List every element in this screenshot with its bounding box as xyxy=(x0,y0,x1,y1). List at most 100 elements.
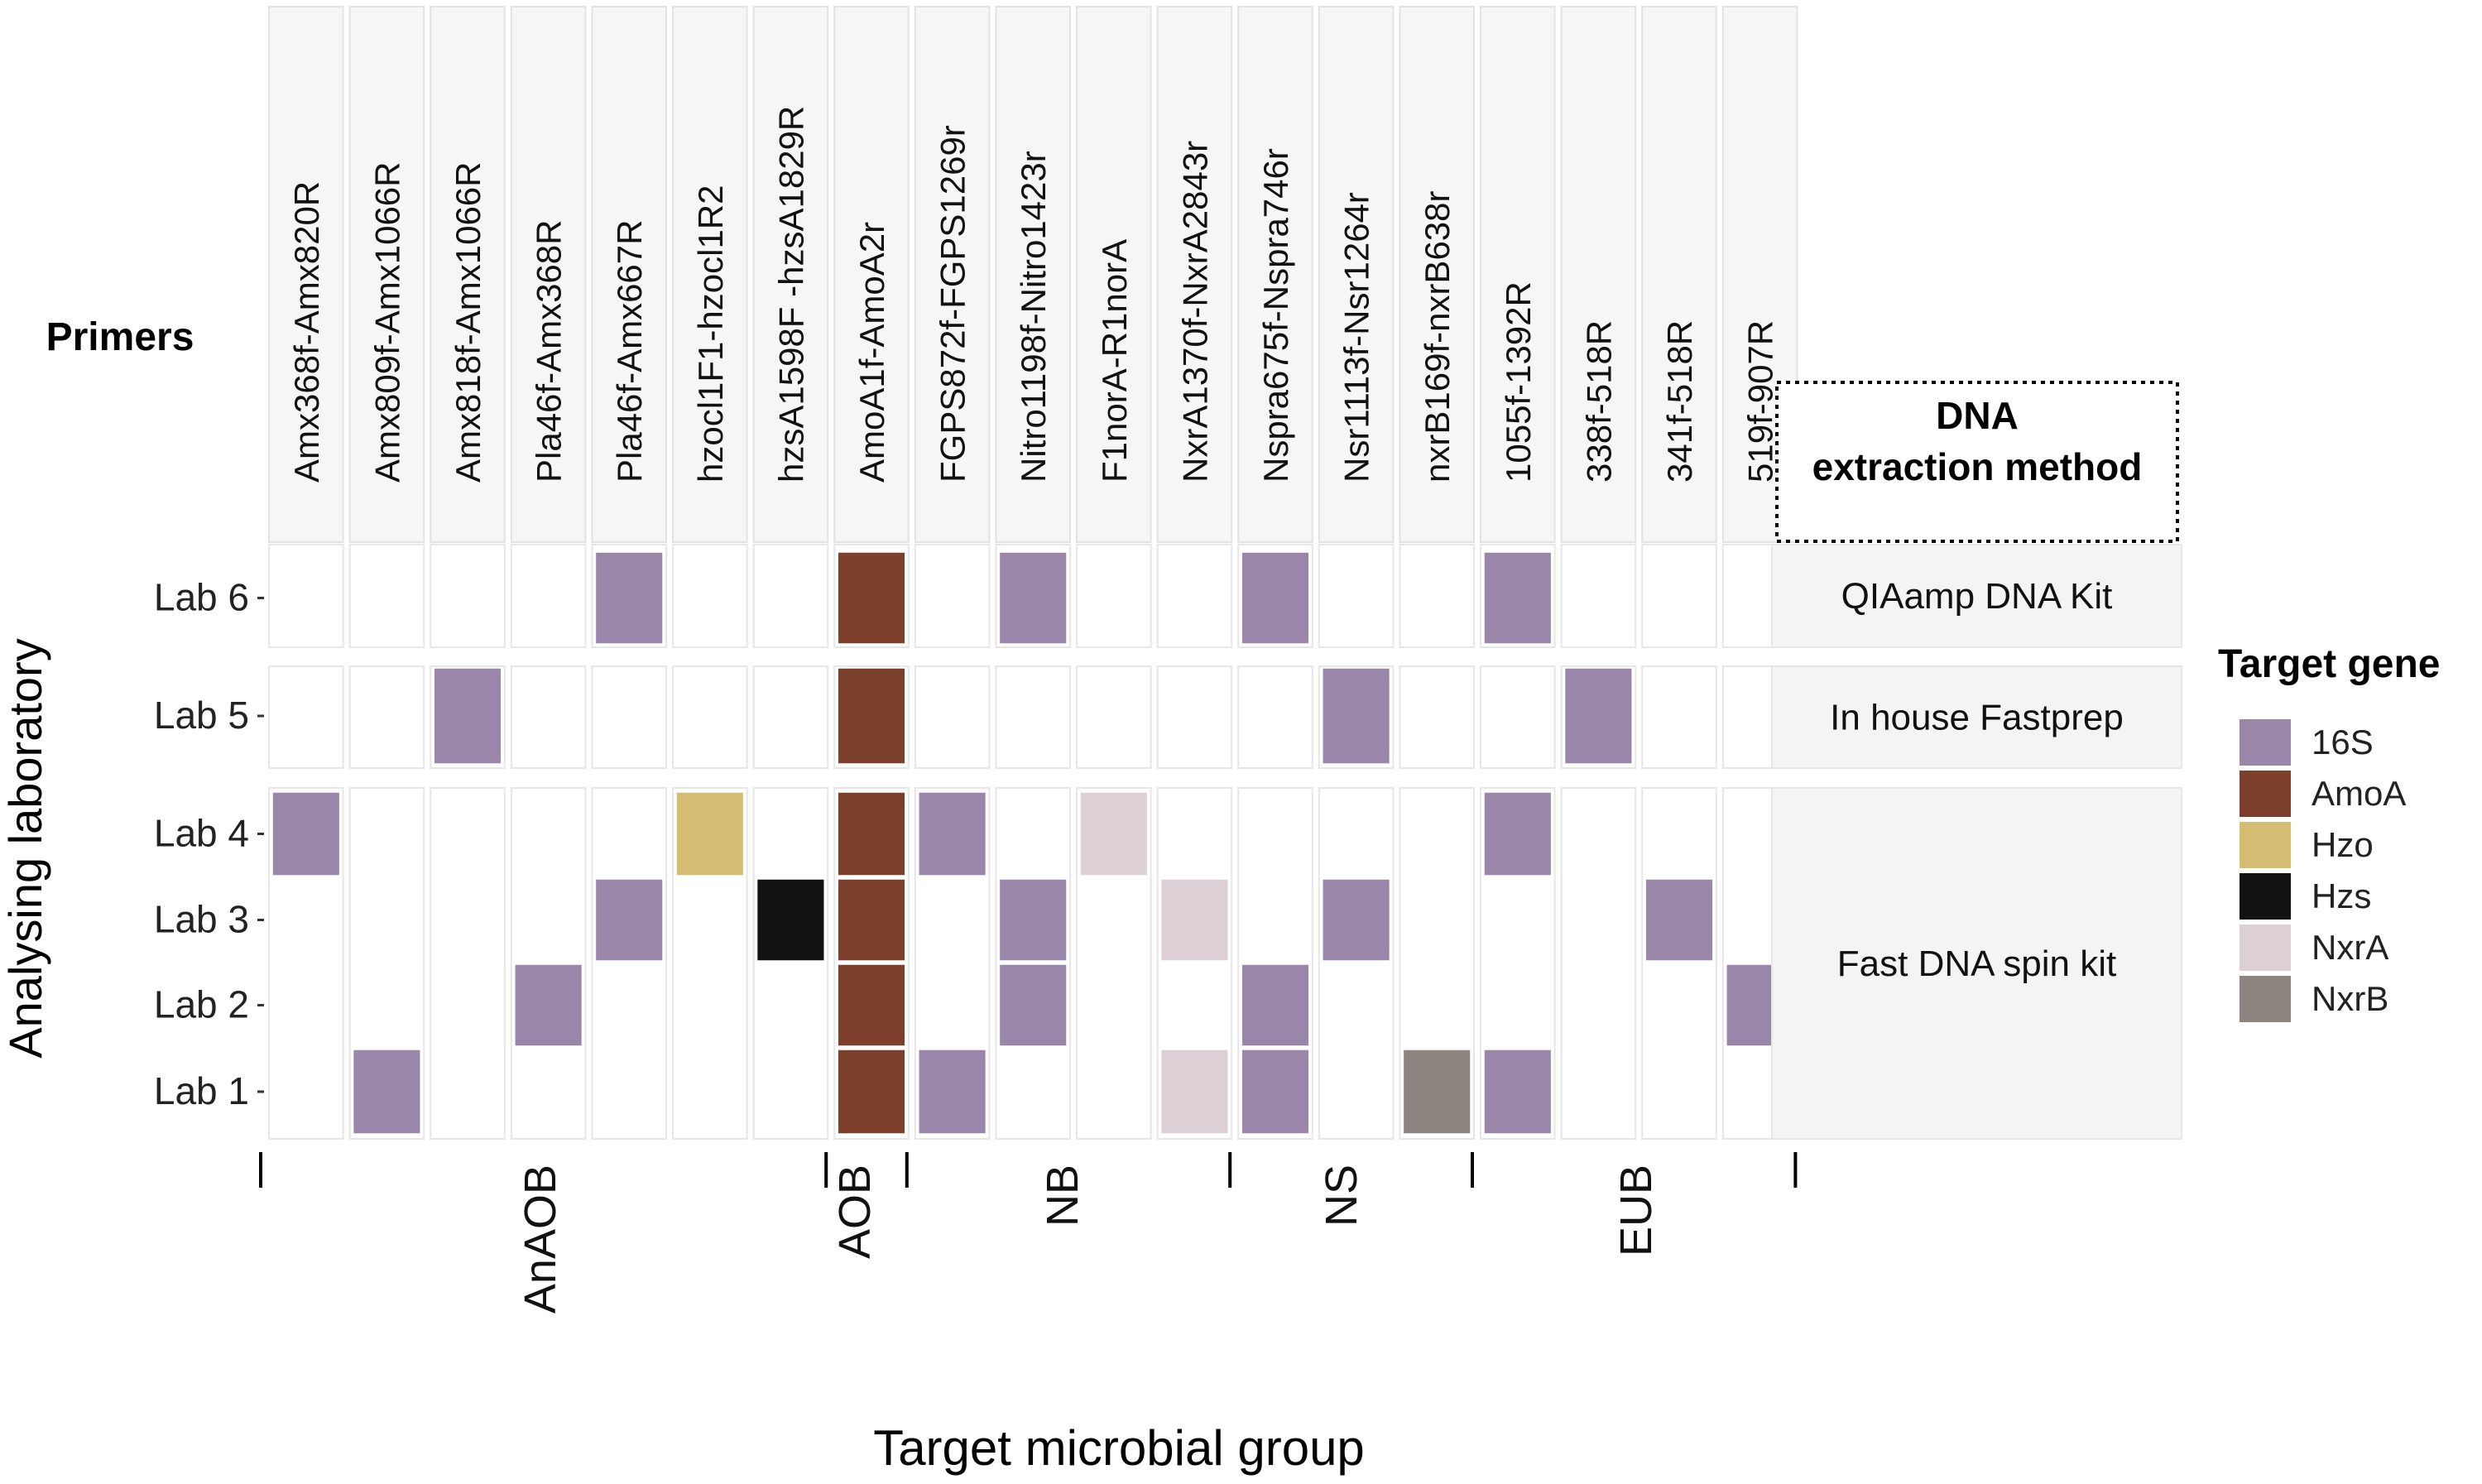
primer-header-strip xyxy=(672,6,748,543)
gene-cells xyxy=(271,551,1795,1135)
gene-cell xyxy=(1483,551,1553,645)
lab-label: Lab 3 xyxy=(154,898,249,941)
primer-label: hzocl1F1-hzocl1R2 xyxy=(691,185,730,483)
axes: Lab 6 Lab 5 Lab 4 Lab 3 Lab 2 Lab 1 AnAOB AOB NB… xyxy=(154,576,1798,1314)
primer-label: 338f-518R xyxy=(1579,320,1618,483)
dna-extraction-title-line2: extraction method xyxy=(1812,445,2143,488)
primer-header-strip xyxy=(1641,6,1717,543)
panel-cell-bg xyxy=(1641,787,1717,1140)
gene-cell xyxy=(998,878,1068,962)
primer-label: 519f-907R xyxy=(1741,320,1780,483)
primer-header-strip xyxy=(995,6,1072,543)
primer-label: F1norA-R1norA xyxy=(1095,239,1134,483)
legend-item-label: Hzs xyxy=(2312,876,2371,915)
lab-label: Lab 6 xyxy=(154,576,249,619)
method-panel-bg xyxy=(1771,544,2182,648)
panel-cell-bg xyxy=(1641,665,1717,769)
method-panel-bg xyxy=(1771,787,2182,1140)
primer-label: Pla46f-Amx368R xyxy=(530,220,569,483)
gene-cell xyxy=(837,878,906,962)
panel-cell-bg xyxy=(591,787,668,1140)
gene-cell xyxy=(998,551,1068,645)
primer-label: AmoA1f-AmoA2r xyxy=(852,222,891,483)
gene-cell xyxy=(1079,791,1149,876)
y-axis-title: Analysing laboratory xyxy=(0,638,51,1058)
primer-label: Amx818f-Amx1066R xyxy=(449,162,487,483)
panel-cell-bg xyxy=(752,544,829,648)
panel-cell-bg xyxy=(348,544,425,648)
primer-header-strip xyxy=(510,6,587,543)
gene-cell xyxy=(1322,878,1391,962)
panel-cell-bg xyxy=(1560,787,1637,1140)
primer-header-strips: Amx368f-Amx820R Amx809f-Amx1066R Amx818f-A… xyxy=(268,6,1798,543)
gene-cell xyxy=(837,963,906,1047)
gene-cell xyxy=(1241,551,1310,645)
panel-cell-bg xyxy=(672,544,748,648)
primer-label: Nspra675f-Nspra746r xyxy=(1256,148,1295,483)
legend-swatch xyxy=(2238,974,2292,1024)
microbial-group-label: NB xyxy=(1038,1165,1087,1227)
primer-label: Pla46f-Amx667R xyxy=(610,220,649,483)
primer-label: Amx368f-Amx820R xyxy=(287,181,326,483)
legend-title: Target gene xyxy=(2218,642,2441,686)
primer-header-strip xyxy=(268,6,344,543)
primer-label: nxrB169f-nxrB638r xyxy=(1418,190,1457,483)
panel-cell-bg xyxy=(914,544,991,648)
gene-cell xyxy=(1159,1049,1229,1135)
primer-header-strip xyxy=(1399,6,1476,543)
panel-cell-bg xyxy=(268,665,344,769)
legend-item-label: NxrB xyxy=(2312,979,2388,1018)
lab-label: Lab 5 xyxy=(154,694,249,737)
primer-label: 1055f-1392R xyxy=(1499,281,1538,483)
gene-cell xyxy=(837,551,906,645)
primer-label: NxrA1370f-NxrA2843r xyxy=(1175,141,1214,483)
gene-cell xyxy=(594,878,664,962)
panel-cell-bg xyxy=(1076,544,1152,648)
primer-header-strip xyxy=(1480,6,1556,543)
legend-item-label: Hzo xyxy=(2312,825,2374,864)
panel-cell-bg xyxy=(1318,544,1395,648)
gene-cell xyxy=(1159,878,1229,962)
panel-cell-bg xyxy=(1399,665,1476,769)
panel-cell-bg xyxy=(1399,544,1476,648)
gene-cell xyxy=(837,667,906,765)
primers-label: Primers xyxy=(46,315,194,359)
panel-cell-bg xyxy=(914,665,991,769)
extraction-method-label: In house Fastprep xyxy=(1830,698,2124,738)
legend-swatch xyxy=(2238,872,2292,921)
primer-header-strip xyxy=(752,6,829,543)
panel-cell-bg xyxy=(268,544,344,648)
gene-cell xyxy=(837,1049,906,1135)
lab-label: Lab 1 xyxy=(154,1069,249,1112)
primer-header-strip xyxy=(833,6,910,543)
primer-header-strip xyxy=(430,6,506,543)
microbial-group-label: AOB xyxy=(830,1165,880,1259)
gene-cell xyxy=(756,878,825,962)
panel-cell-bg xyxy=(591,665,668,769)
panel-cell-bg xyxy=(995,665,1072,769)
panel-cell-bg xyxy=(1480,665,1556,769)
panel-cell-bg xyxy=(510,544,587,648)
panel-cell-bg xyxy=(752,787,829,1140)
gene-cell xyxy=(1241,1049,1310,1135)
panel-cell-bg xyxy=(1156,665,1233,769)
gene-cell xyxy=(433,667,502,765)
panel-cell-bg xyxy=(1076,665,1152,769)
gene-cell xyxy=(271,791,341,876)
legend-item-label: 16S xyxy=(2312,723,2374,761)
legend-swatch xyxy=(2238,923,2292,973)
gene-cell xyxy=(1483,1049,1553,1135)
gene-cell xyxy=(514,963,583,1047)
extraction-method-label: QIAamp DNA Kit xyxy=(1841,576,2113,617)
panel-cell-bg xyxy=(1318,787,1395,1140)
primer-header-strip xyxy=(348,6,425,543)
legend-swatch xyxy=(2238,769,2292,819)
gene-cell xyxy=(1644,878,1714,962)
panel-cell-bg xyxy=(1237,665,1313,769)
primer-header-strip xyxy=(1156,6,1233,543)
gene-cell xyxy=(1322,667,1391,765)
panel-cell-bg xyxy=(672,665,748,769)
primer-header-strip xyxy=(1237,6,1313,543)
primer-header-strip xyxy=(1318,6,1395,543)
primer-label: hzsA1598F -hzsA1829R xyxy=(771,106,810,483)
